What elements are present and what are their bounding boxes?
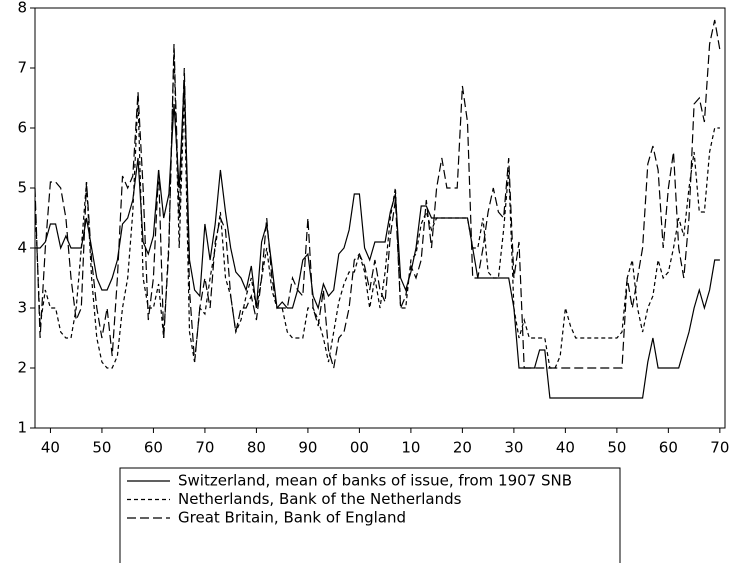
legend-label: Great Britain, Bank of England xyxy=(178,509,406,527)
x-tick-label: 50 xyxy=(92,439,111,457)
plot-frame xyxy=(34,7,726,429)
series-line xyxy=(34,19,721,369)
y-tick-label: 5 xyxy=(17,179,27,197)
legend-label: Netherlands, Bank of the Netherlands xyxy=(178,490,462,508)
series-line xyxy=(34,49,720,369)
y-tick-label: 3 xyxy=(17,299,27,317)
x-tick-label: 40 xyxy=(556,439,575,457)
y-tick-label: 6 xyxy=(17,119,27,137)
y-tick-label: 4 xyxy=(17,239,27,257)
x-tick-label: 30 xyxy=(504,439,523,457)
x-tick-label: 70 xyxy=(710,439,729,457)
y-tick-label: 8 xyxy=(17,0,27,17)
y-tick-label: 2 xyxy=(17,359,27,377)
y-tick-label: 7 xyxy=(17,59,27,77)
x-tick-label: 70 xyxy=(195,439,214,457)
series-line xyxy=(35,79,720,399)
x-tick-label: 10 xyxy=(401,439,420,457)
x-tick-label: 80 xyxy=(247,439,266,457)
x-tick-label: 20 xyxy=(453,439,472,457)
legend-label: Switzerland, mean of banks of issue, fro… xyxy=(178,472,572,490)
x-tick-label: 60 xyxy=(144,439,163,457)
legend-box xyxy=(119,467,621,567)
y-tick-label: 1 xyxy=(17,419,27,437)
x-tick-label: 90 xyxy=(298,439,317,457)
x-tick-label: 40 xyxy=(41,439,60,457)
x-tick-label: 00 xyxy=(350,439,369,457)
x-tick-label: 50 xyxy=(607,439,626,457)
x-tick-label: 60 xyxy=(659,439,678,457)
